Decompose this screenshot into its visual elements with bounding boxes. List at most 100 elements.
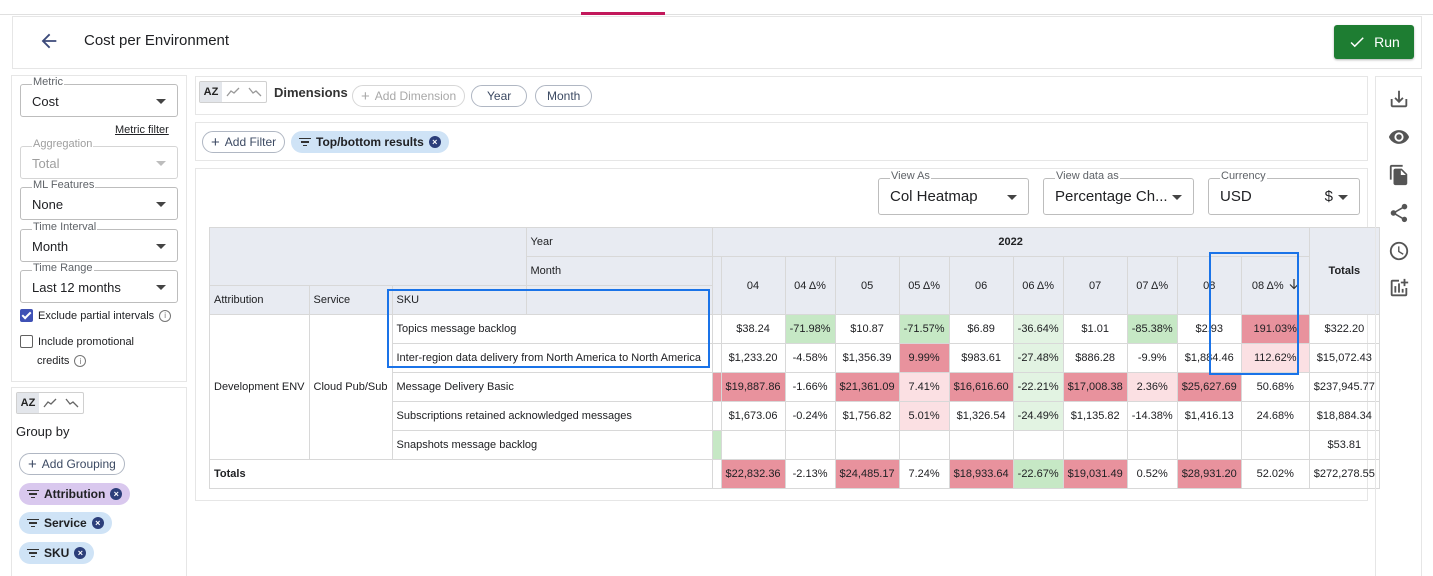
value-cell: -85.38% [1126,314,1178,344]
chevron-down-icon [1007,195,1017,200]
total-value-cell: -22.67% [1012,459,1064,489]
header-row-year: Year 2022 Totals [209,227,1380,315]
value-cell: -22.21% [1012,372,1064,402]
share-icon[interactable] [1388,202,1410,224]
view-data-as-select[interactable]: View data as Percentage Ch... [1043,170,1194,215]
grouping-chip-service[interactable]: Service × [19,512,112,534]
filter-lines-icon [299,136,311,149]
trend-down-icon[interactable] [244,82,266,102]
value-cell: $21,361.09 [834,372,900,402]
total-value-cell: 0.52% [1126,459,1178,489]
grouping-chip-label: Service [44,516,87,530]
value-cell: $16,616.60 [948,372,1014,402]
trend-up-icon[interactable] [222,82,244,102]
sort-az-icon[interactable]: AZ [17,393,39,413]
add-filter-button[interactable]: + Add Filter [202,131,286,153]
remove-circle-icon[interactable]: × [428,136,441,148]
view-as-label: View As [890,170,931,182]
ml-features-label: ML Features [32,179,96,191]
time-range-select[interactable]: Time Range Last 12 months [20,262,178,303]
value-cell [720,430,786,460]
value-cell [1012,430,1064,460]
ml-features-select[interactable]: ML Features None [20,179,178,220]
metric-filter-link[interactable]: Metric filter [115,124,169,136]
include-promo-row: Include promotional [20,335,134,348]
sort-az-icon[interactable]: AZ [200,82,222,102]
plus-icon: + [361,87,370,105]
header-month: 06 [948,256,1014,315]
download-icon[interactable] [1388,88,1410,110]
time-interval-label: Time Interval [32,221,98,233]
trend-up-icon[interactable] [39,393,61,413]
add-chart-icon[interactable] [1388,277,1410,299]
include-promo-checkbox[interactable] [20,335,33,348]
active-tab-indicator [581,12,665,15]
grouping-chip-sku[interactable]: SKU × [19,542,95,564]
trend-down-icon[interactable] [61,393,83,413]
value-cell: 7.41% [898,372,950,402]
remove-circle-icon[interactable]: × [110,488,123,500]
check-icon [1350,37,1364,48]
header-month: 05 Δ% [898,256,950,315]
sort-arrow-down-icon[interactable] [1284,279,1299,292]
include-promo-label: Include promotional [38,335,135,348]
group-sort-toggle[interactable]: AZ [16,392,84,414]
add-grouping-button[interactable]: + Add Grouping [19,453,125,475]
aggregation-select[interactable]: Aggregation Total [20,138,178,179]
exclude-partial-checkbox[interactable] [20,309,33,322]
table-row[interactable]: Message Delivery Basic $19,887.86 -1.66% $2… [210,372,1380,402]
highlight-box-08-delta [1209,252,1299,375]
add-dimension-label: Add Dimension [374,89,457,103]
aggregation-value: Total [32,156,60,171]
header-row-month: Month 04 04 Δ% 05 05 Δ% 06 06 Δ% 07 07 Δ% 08 08 Δ% [210,256,1380,315]
clock-icon[interactable] [1388,240,1410,262]
gap-cell [711,314,722,344]
dimension-chip-month[interactable]: Month [535,85,593,107]
grouping-chip-attribution[interactable]: Attribution × [19,483,131,505]
value-cell [1176,430,1242,460]
value-cell: -1.66% [784,372,836,402]
time-range-value: Last 12 months [32,280,121,295]
table-row[interactable]: Development ENV Cloud Pub/Sub Topics messa… [209,314,1380,460]
value-cell: $38.24 [720,314,786,344]
header-month: 05 [834,256,900,315]
exclude-partial-row: Exclude partial intervals i [20,309,172,322]
grouping-chip-label: SKU [44,546,70,560]
heatmap-table: Year 2022 Totals Month 04 04 Δ% 05 05 Δ% 06 06 Δ%… [209,227,1380,489]
remove-circle-icon[interactable]: × [91,517,104,529]
time-interval-value: Month [32,239,69,254]
include-promo-row-2: credits i [37,355,87,367]
total-value-cell: $18,933.64 [948,459,1014,489]
filter-chip-top-bottom[interactable]: Top/bottom results × [291,131,449,153]
add-filter-label: Add Filter [224,135,277,149]
back-arrow-icon[interactable] [38,30,60,52]
value-cell [784,430,836,460]
total-value-cell: $19,031.49 [1062,459,1128,489]
value-cell: $1,135.82 [1062,401,1128,431]
value-cell [898,430,950,460]
metric-select[interactable]: Metric Cost [20,76,178,117]
currency-select[interactable]: Currency USD $ [1208,170,1360,215]
dimension-chip-year[interactable]: Year [471,85,528,107]
info-icon[interactable]: i [74,355,87,367]
eye-icon[interactable] [1388,126,1410,148]
run-button[interactable]: Run [1334,25,1414,59]
currency-value: USD [1220,188,1252,205]
time-interval-select[interactable]: Time Interval Month [20,221,178,262]
info-icon[interactable]: i [159,309,172,322]
total-value-cell: $22,832.36 [720,459,786,489]
group-by-title: Group by [16,424,70,439]
remove-circle-icon[interactable]: × [74,547,87,559]
page-title: Cost per Environment [84,32,230,49]
value-cell: $1,233.20 [720,343,786,373]
dimension-sort-toggle[interactable]: AZ [199,81,267,103]
dimensions-label: Dimensions [274,85,348,100]
total-value-cell: $24,485.17 [834,459,900,489]
value-cell: 9.99% [898,343,950,373]
col-header-attribution: Attribution [209,285,310,315]
view-as-select[interactable]: View As Col Heatmap [878,170,1029,215]
add-dimension-button[interactable]: + Add Dimension [352,85,466,107]
copy-icon[interactable] [1388,164,1410,186]
chevron-down-icon [1338,195,1348,200]
table-row[interactable]: Subscriptions retained acknowledged mess… [210,401,1380,431]
